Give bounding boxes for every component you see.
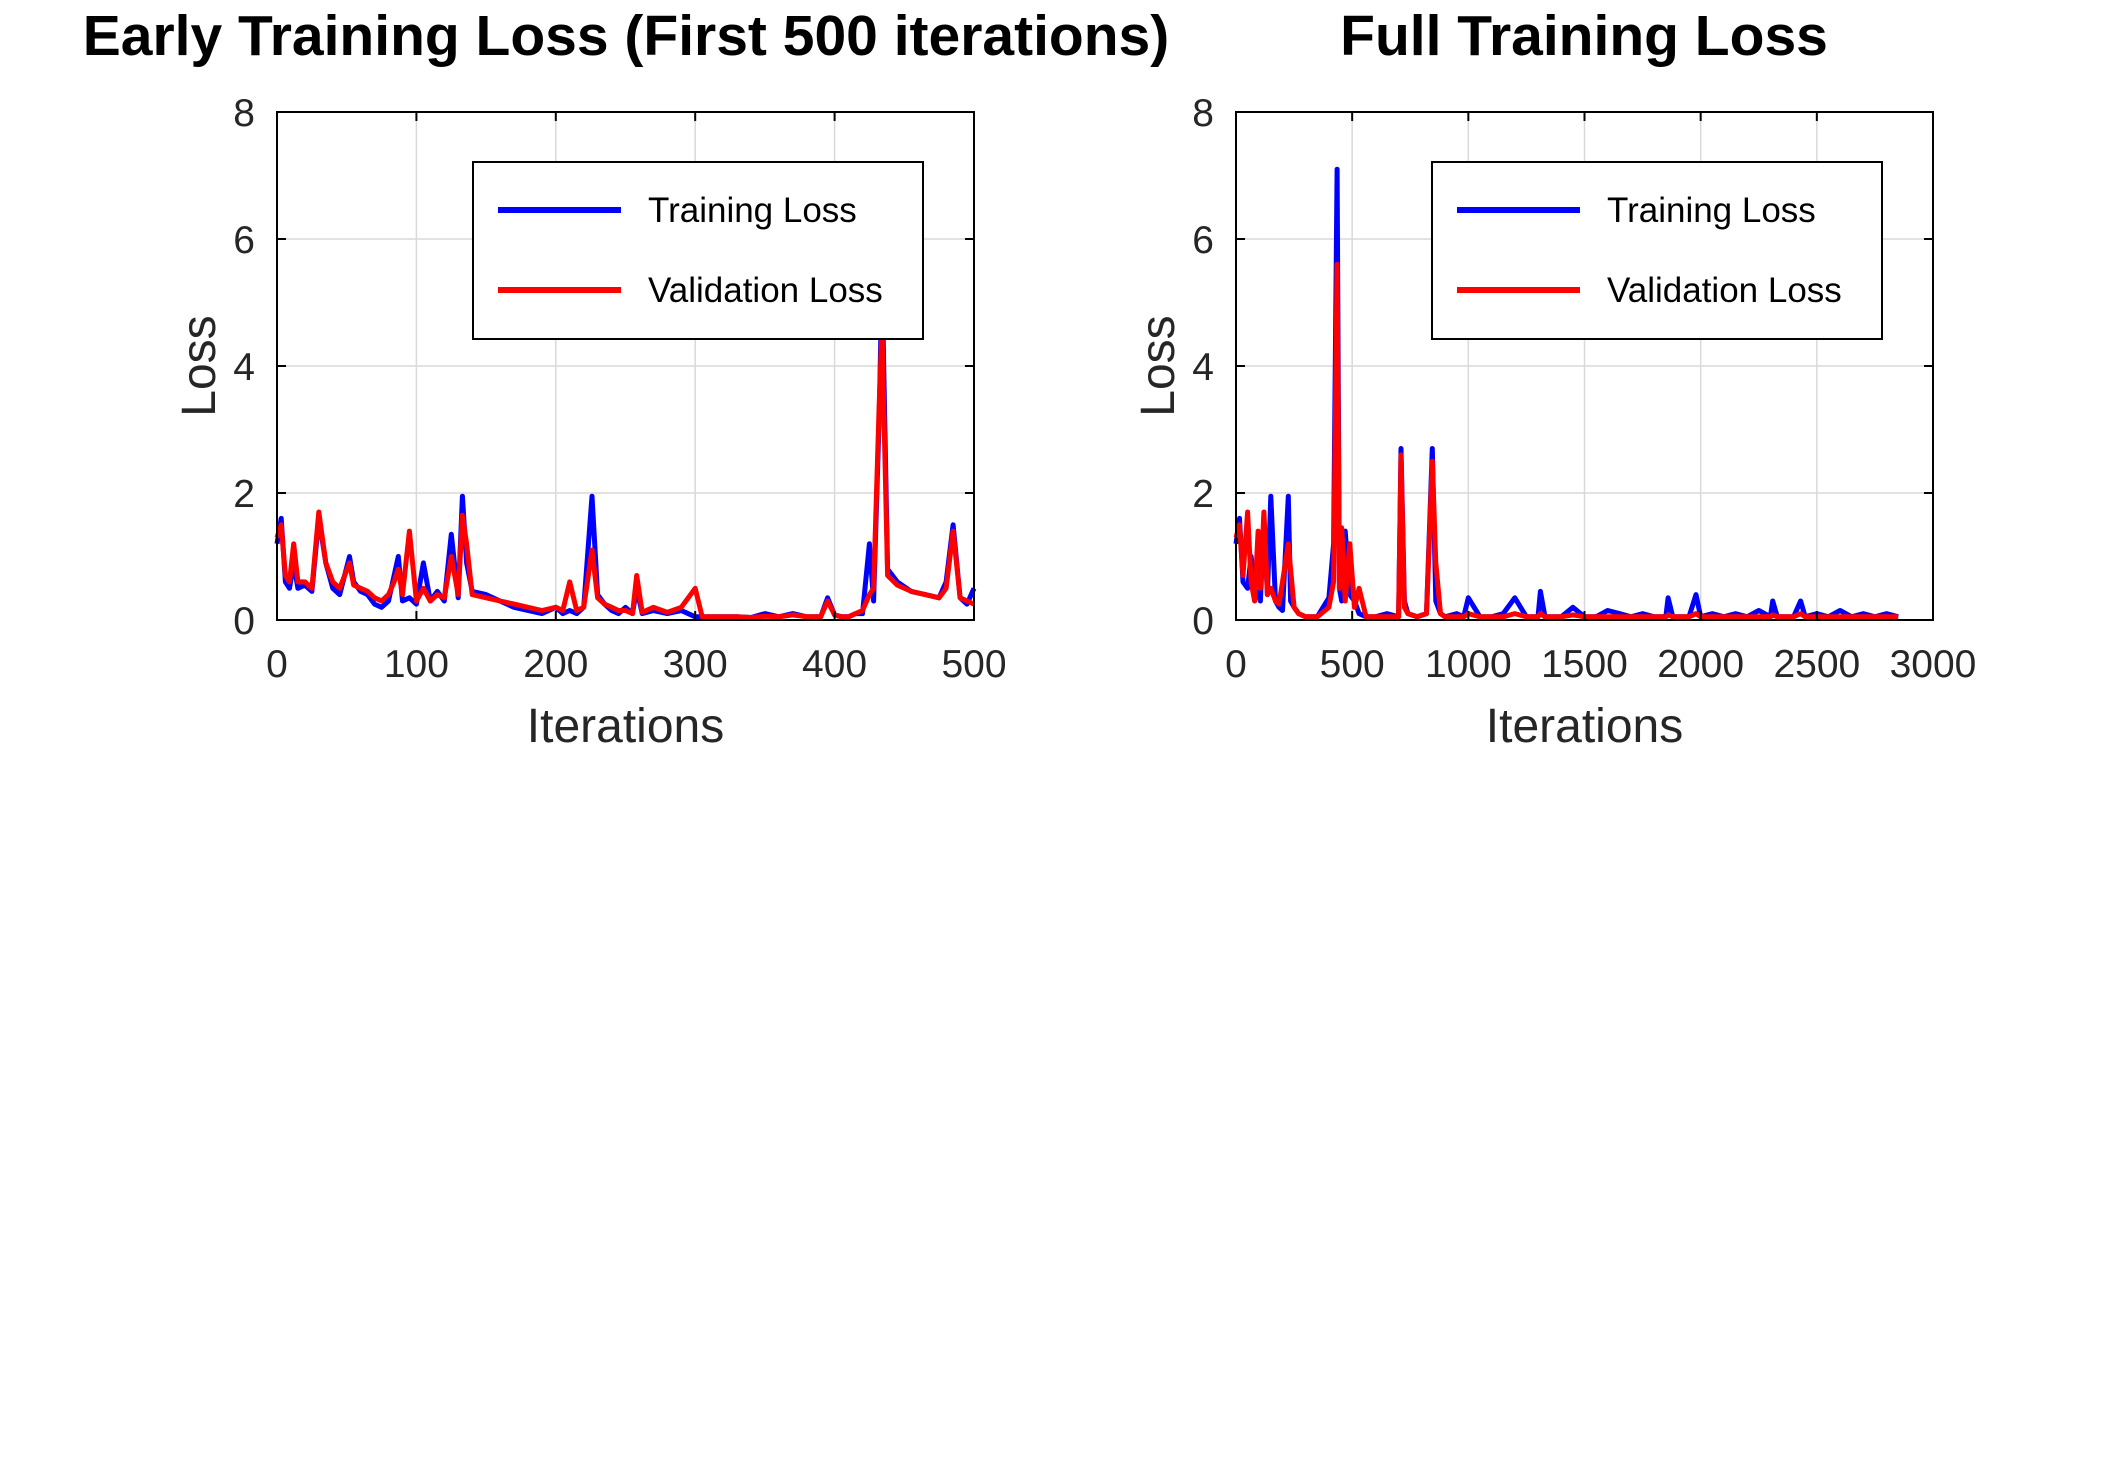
legend-label-validation-loss: Validation Loss (1607, 271, 1842, 310)
y-tick-label: 4 (1192, 346, 1214, 389)
x-axis-label: Iterations (527, 700, 724, 753)
series-line-validation-loss (1233, 261, 1899, 620)
legend-label-training-loss: Training Loss (648, 191, 857, 230)
legend-box (472, 161, 924, 340)
chart-title: Early Training Loss (First 500 iteration… (83, 4, 1169, 68)
y-tick-label: 4 (233, 346, 255, 389)
y-tick-label: 0 (1192, 600, 1214, 643)
y-tick-label: 8 (233, 92, 255, 135)
x-axis-label: Iterations (1486, 700, 1683, 753)
legend: Training Loss Validation Loss (1431, 161, 1883, 340)
x-tick-label: 1000 (1425, 643, 1512, 686)
y-tick-label: 2 (233, 473, 255, 516)
chart-early-training-loss: Early Training Loss (First 500 iteration… (83, 4, 1169, 753)
legend: Training Loss Validation Loss (472, 161, 924, 340)
y-tick-label: 8 (1192, 92, 1214, 135)
chart-title: Full Training Loss (1340, 4, 1828, 68)
x-tick-label: 200 (523, 643, 588, 686)
legend-label-validation-loss: Validation Loss (648, 271, 883, 310)
x-tick-label: 0 (266, 643, 288, 686)
series-line-validation-loss (274, 325, 976, 620)
x-tick-label: 2500 (1773, 643, 1860, 686)
y-axis-label: Loss (173, 315, 226, 416)
x-tick-label: 1500 (1541, 643, 1628, 686)
x-tick-label: 2000 (1657, 643, 1744, 686)
y-tick-label: 0 (233, 600, 255, 643)
x-tick-label: 500 (1320, 643, 1385, 686)
legend-label-training-loss: Training Loss (1607, 191, 1816, 230)
chart-full-training-loss: Full Training Loss 0 500 1000 1500 2000 2500 30… (1132, 4, 1976, 753)
y-tick-label: 6 (1192, 219, 1214, 262)
y-tick-label: 6 (233, 219, 255, 262)
x-tick-label: 3000 (1890, 643, 1977, 686)
x-tick-label: 0 (1225, 643, 1247, 686)
y-tick-label: 2 (1192, 473, 1214, 516)
y-axis-label: Loss (1132, 315, 1185, 416)
x-tick-label: 300 (663, 643, 728, 686)
x-tick-label: 400 (802, 643, 867, 686)
legend-box (1431, 161, 1883, 340)
x-tick-label: 500 (941, 643, 1006, 686)
x-tick-label: 100 (384, 643, 449, 686)
